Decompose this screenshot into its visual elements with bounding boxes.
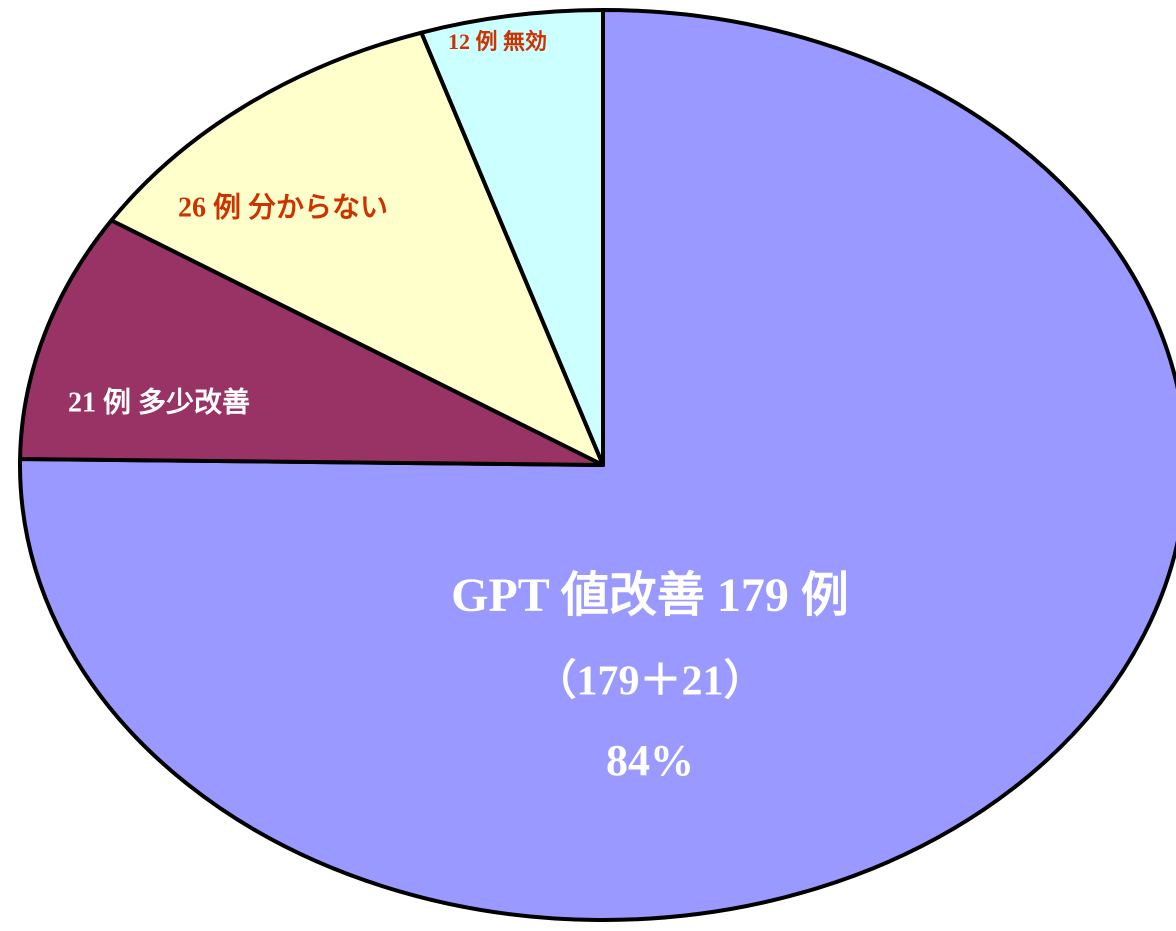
slice-label: 21 例 多少改善 xyxy=(68,386,250,418)
slice-label: 12 例 無効 xyxy=(448,29,547,54)
slice-label: 26 例 分からない xyxy=(178,191,388,223)
annotation: （179＋21） xyxy=(534,658,765,705)
slice-label: GPT 値改善 179 例 xyxy=(451,569,849,622)
pie-slice xyxy=(109,30,605,467)
pie-slice xyxy=(419,8,605,467)
annotation: 84% xyxy=(606,736,694,785)
pie-slice xyxy=(18,218,605,467)
